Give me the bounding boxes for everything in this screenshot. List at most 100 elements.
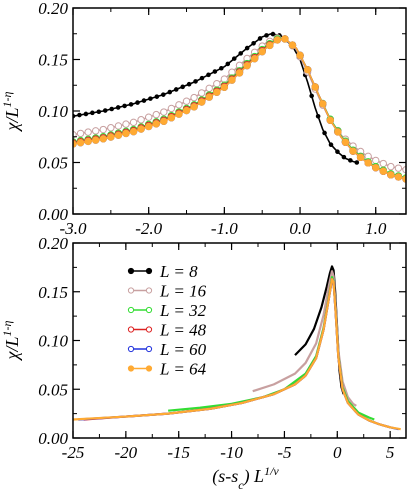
legend-label-L48: L = 48 [159,321,207,340]
data-point-L8 [354,160,360,165]
data-point-L8 [251,40,256,46]
series-line-L32 [73,38,406,179]
series-line-L48 [83,277,391,429]
data-point-L8 [109,106,114,112]
legend-marker-L8 [145,267,153,275]
data-point-L8 [77,112,82,118]
data-point-L8 [122,103,127,109]
data-point-L8 [128,102,134,107]
series-line-L8 [73,32,358,164]
data-point-L64 [152,120,160,128]
y-axis-title-exponent: 1-η [0,92,14,108]
data-point-L64 [243,61,251,70]
data-point-L16 [190,93,198,102]
x-tick-label: -10 [220,443,243,462]
data-point-L64 [235,69,244,77]
data-point-L8 [141,98,147,103]
data-point-L64 [92,136,100,144]
data-point-L64 [197,98,206,106]
x-tick-label: -5 [277,443,291,462]
legend-marker-L16 [145,287,153,294]
data-point-L64 [349,147,357,155]
legend-label-L64: L = 64 [159,360,207,379]
data-point-L16 [160,108,168,116]
legend-marker-L16 [127,287,135,294]
data-point-L16 [379,159,387,168]
data-point-L64 [129,127,138,136]
data-point-L8 [328,142,334,148]
data-point-L64 [122,129,130,138]
data-point-L8 [83,111,89,117]
data-point-L16 [197,89,206,97]
x-tick-label: -3.0 [60,219,87,238]
data-point-L64 [319,100,327,108]
legend: L = 8L = 16L = 32L = 48L = 60L = 64 [127,262,207,379]
data-point-L8 [231,56,237,61]
y-tick-label: 0.20 [38,0,68,18]
x-tick-label: 0 [333,443,342,462]
legend-marker-L8 [127,267,135,275]
data-point-L64 [114,131,123,139]
data-point-L64 [341,138,350,146]
legend-marker-L48 [127,326,135,333]
x-tick-label: -20 [115,443,138,462]
data-point-L8 [270,31,276,37]
data-point-L64 [303,66,312,74]
x-axis-title-exponent: 1/ν [264,464,279,478]
data-point-L16 [137,116,145,124]
data-point-L64 [167,114,176,122]
data-point-L8 [115,105,121,110]
data-point-L8 [90,110,95,116]
x-tick-label: -2.0 [135,219,162,238]
data-point-L8 [206,72,211,78]
legend-marker-L64 [145,365,153,372]
data-point-L64 [394,173,403,181]
data-point-L16 [387,162,395,171]
data-point-L64 [334,128,342,136]
data-point-L8 [167,89,173,95]
x-tick-label: -25 [62,443,85,462]
data-point-L64 [205,93,213,101]
data-point-L16 [372,156,380,165]
y-tick-label: 0.20 [38,234,68,253]
data-point-L8 [238,51,243,56]
data-point-L8 [173,87,179,92]
series-line-L48 [73,38,406,180]
legend-label-L16: L = 16 [159,282,207,301]
y-axis-title: χ/L1-η [0,92,22,133]
data-point-L8 [102,108,108,113]
data-point-L16 [92,127,100,135]
data-point-L64 [175,110,183,118]
series-line-L60 [73,38,406,180]
data-point-L8 [244,45,250,51]
data-point-L64 [213,88,221,96]
data-point-L64 [107,133,115,141]
data-point-L8 [264,33,269,38]
data-point-L64 [182,106,191,115]
data-point-L8 [225,61,231,67]
data-point-L8 [148,96,153,101]
legend-label-L32: L = 32 [159,301,207,320]
data-point-L64 [84,137,92,146]
data-point-L64 [228,76,236,84]
data-point-L64 [190,103,198,111]
series-group [73,31,406,183]
data-point-L64 [220,83,229,92]
data-point-L64 [387,171,395,179]
data-point-L16 [152,110,160,119]
data-point-L64 [379,167,387,175]
y-tick-label: 0.05 [38,154,68,173]
x-axis-title-tail: ) L [243,466,265,487]
data-point-L16 [122,120,130,128]
data-point-L16 [213,80,221,88]
y-tick-label: 0.10 [38,332,68,351]
legend-marker-L60 [127,345,135,353]
data-point-L16 [144,113,153,121]
legend-marker-L32 [127,306,135,314]
data-point-L8 [186,81,192,87]
data-point-L8 [193,79,198,84]
data-point-L16 [220,75,229,83]
legend-marker-L64 [127,365,135,372]
data-point-L64 [250,54,259,63]
